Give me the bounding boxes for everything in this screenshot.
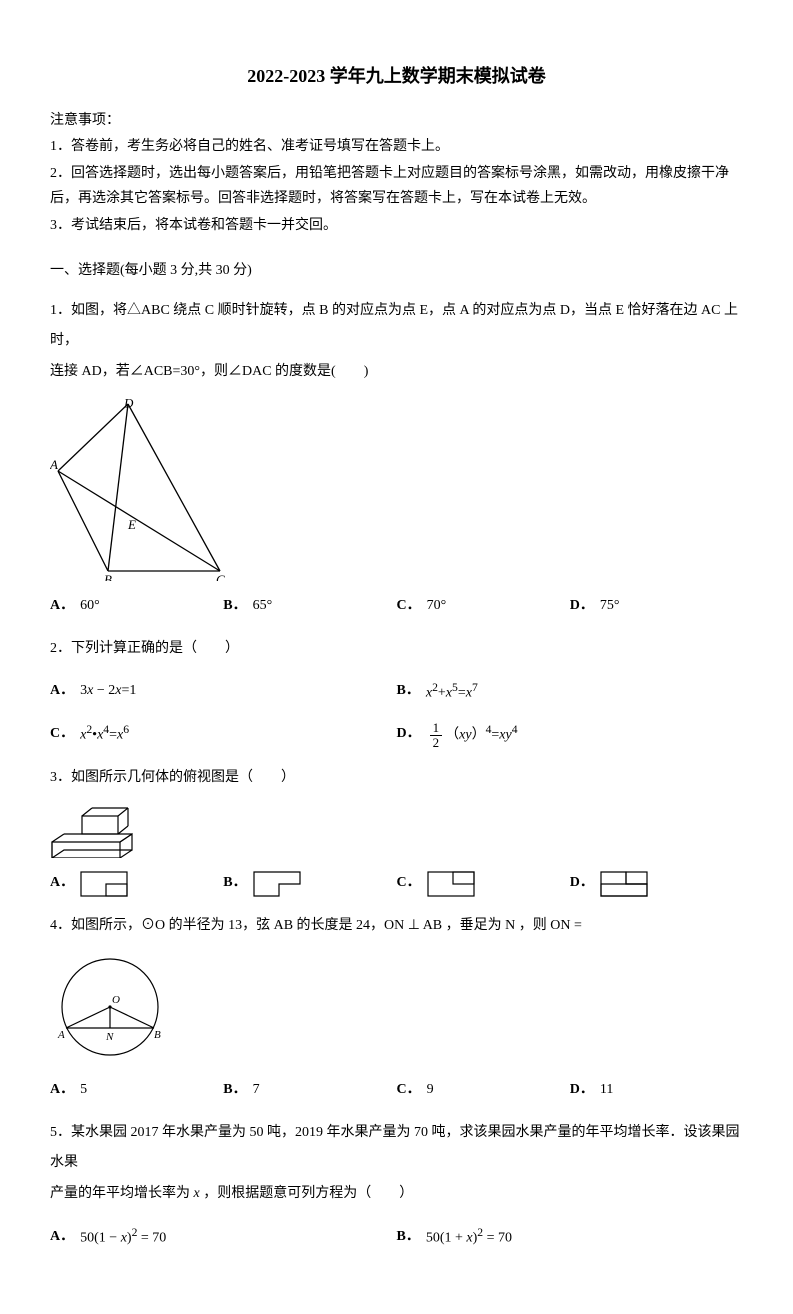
svg-text:O: O: [112, 994, 120, 1006]
q3-optD-figure: [600, 871, 648, 897]
q3-option-d: D．: [570, 868, 743, 899]
q2-option-a: A．3x − 2x=1: [50, 675, 397, 709]
q3-solid-figure: [50, 802, 743, 858]
q3-option-c: C．: [397, 868, 570, 899]
question-4: 4．如图所示，⊙O 的半径为 13，弦 AB 的长度是 24，ON ⊥ AB ，…: [50, 911, 743, 1106]
q4-option-c: C．9: [397, 1075, 570, 1106]
q3-optA-figure: [80, 871, 128, 897]
q4-options: A．5 B．7 C．9 D．11: [50, 1075, 743, 1106]
q4-figure: O A B N: [50, 950, 743, 1065]
q5-text-line2: 产量的年平均增长率为 x ，则根据题意可列方程为（ ）: [50, 1179, 743, 1210]
q2-option-b: B．x2+x5=x7: [397, 675, 744, 709]
q1-text-line1: 1．如图，将△ABC 绕点 C 顺时针旋转，点 B 的对应点为点 E，点 A 的…: [50, 296, 743, 358]
q4-option-d: D．11: [570, 1075, 743, 1106]
q2-option-c: C．x2•x4=x6: [50, 717, 397, 751]
q1-option-d: D．75°: [570, 591, 743, 622]
svg-text:B: B: [104, 572, 112, 581]
page-title: 2022-2023 学年九上数学期末模拟试卷: [50, 60, 743, 92]
q1-figure: A D B C E: [50, 396, 743, 581]
q1-text-line2: 连接 AD，若∠ACB=30°，则∠DAC 的度数是( ): [50, 357, 743, 388]
svg-text:D: D: [123, 396, 134, 411]
svg-text:A: A: [50, 457, 58, 472]
question-1: 1．如图，将△ABC 绕点 C 顺时针旋转，点 B 的对应点为点 E，点 A 的…: [50, 296, 743, 622]
q5-text-line1: 5．某水果园 2017 年水果产量为 50 吨，2019 年水果产量为 70 吨…: [50, 1118, 743, 1180]
q4-text: 4．如图所示，⊙O 的半径为 13，弦 AB 的长度是 24，ON ⊥ AB ，…: [50, 911, 743, 942]
q3-option-a: A．: [50, 868, 223, 899]
q5-options: A．50(1 − x)2 = 70 B．50(1 + x)2 = 70: [50, 1220, 743, 1254]
q1-option-c: C．70°: [397, 591, 570, 622]
svg-text:C: C: [216, 572, 225, 581]
q3-optB-figure: [253, 871, 301, 897]
q5-option-a: A．50(1 − x)2 = 70: [50, 1220, 397, 1254]
notice-item: 2．回答选择题时，选出每小题答案后，用铅笔把答题卡上对应题目的答案标号涂黑，如需…: [50, 161, 743, 211]
question-5: 5．某水果园 2017 年水果产量为 50 吨，2019 年水果产量为 70 吨…: [50, 1118, 743, 1255]
q3-options: A． B． C． D．: [50, 868, 743, 899]
notice-item: 3．考试结束后，将本试卷和答题卡一并交回。: [50, 213, 743, 238]
q2-text: 2．下列计算正确的是（ ）: [50, 634, 743, 665]
notice-item: 1．答卷前，考生务必将自己的姓名、准考证号填写在答题卡上。: [50, 134, 743, 159]
question-2: 2．下列计算正确的是（ ） A．3x − 2x=1 B．x2+x5=x7 C．x…: [50, 634, 743, 752]
q1-option-b: B．65°: [223, 591, 396, 622]
svg-text:B: B: [154, 1029, 161, 1041]
svg-text:A: A: [57, 1029, 65, 1041]
q1-options: A．60° B．65° C．70° D．75°: [50, 591, 743, 622]
q3-optC-figure: [427, 871, 475, 897]
q1-option-a: A．60°: [50, 591, 223, 622]
q4-option-b: B．7: [223, 1075, 396, 1106]
question-3: 3．如图所示几何体的俯视图是（ ）: [50, 763, 743, 899]
q2-option-d: D．12（xy）4=xy4: [397, 717, 744, 751]
q4-option-a: A．5: [50, 1075, 223, 1106]
q5-option-b: B．50(1 + x)2 = 70: [397, 1220, 744, 1254]
q3-option-b: B．: [223, 868, 396, 899]
notice-heading: 注意事项：: [50, 108, 743, 133]
svg-text:N: N: [105, 1031, 114, 1043]
q3-text: 3．如图所示几何体的俯视图是（ ）: [50, 763, 743, 794]
q2-options: A．3x − 2x=1 B．x2+x5=x7 C．x2•x4=x6 D．12（x…: [50, 675, 743, 752]
svg-text:E: E: [127, 517, 136, 532]
section-heading: 一、选择题(每小题 3 分,共 30 分): [50, 258, 743, 283]
